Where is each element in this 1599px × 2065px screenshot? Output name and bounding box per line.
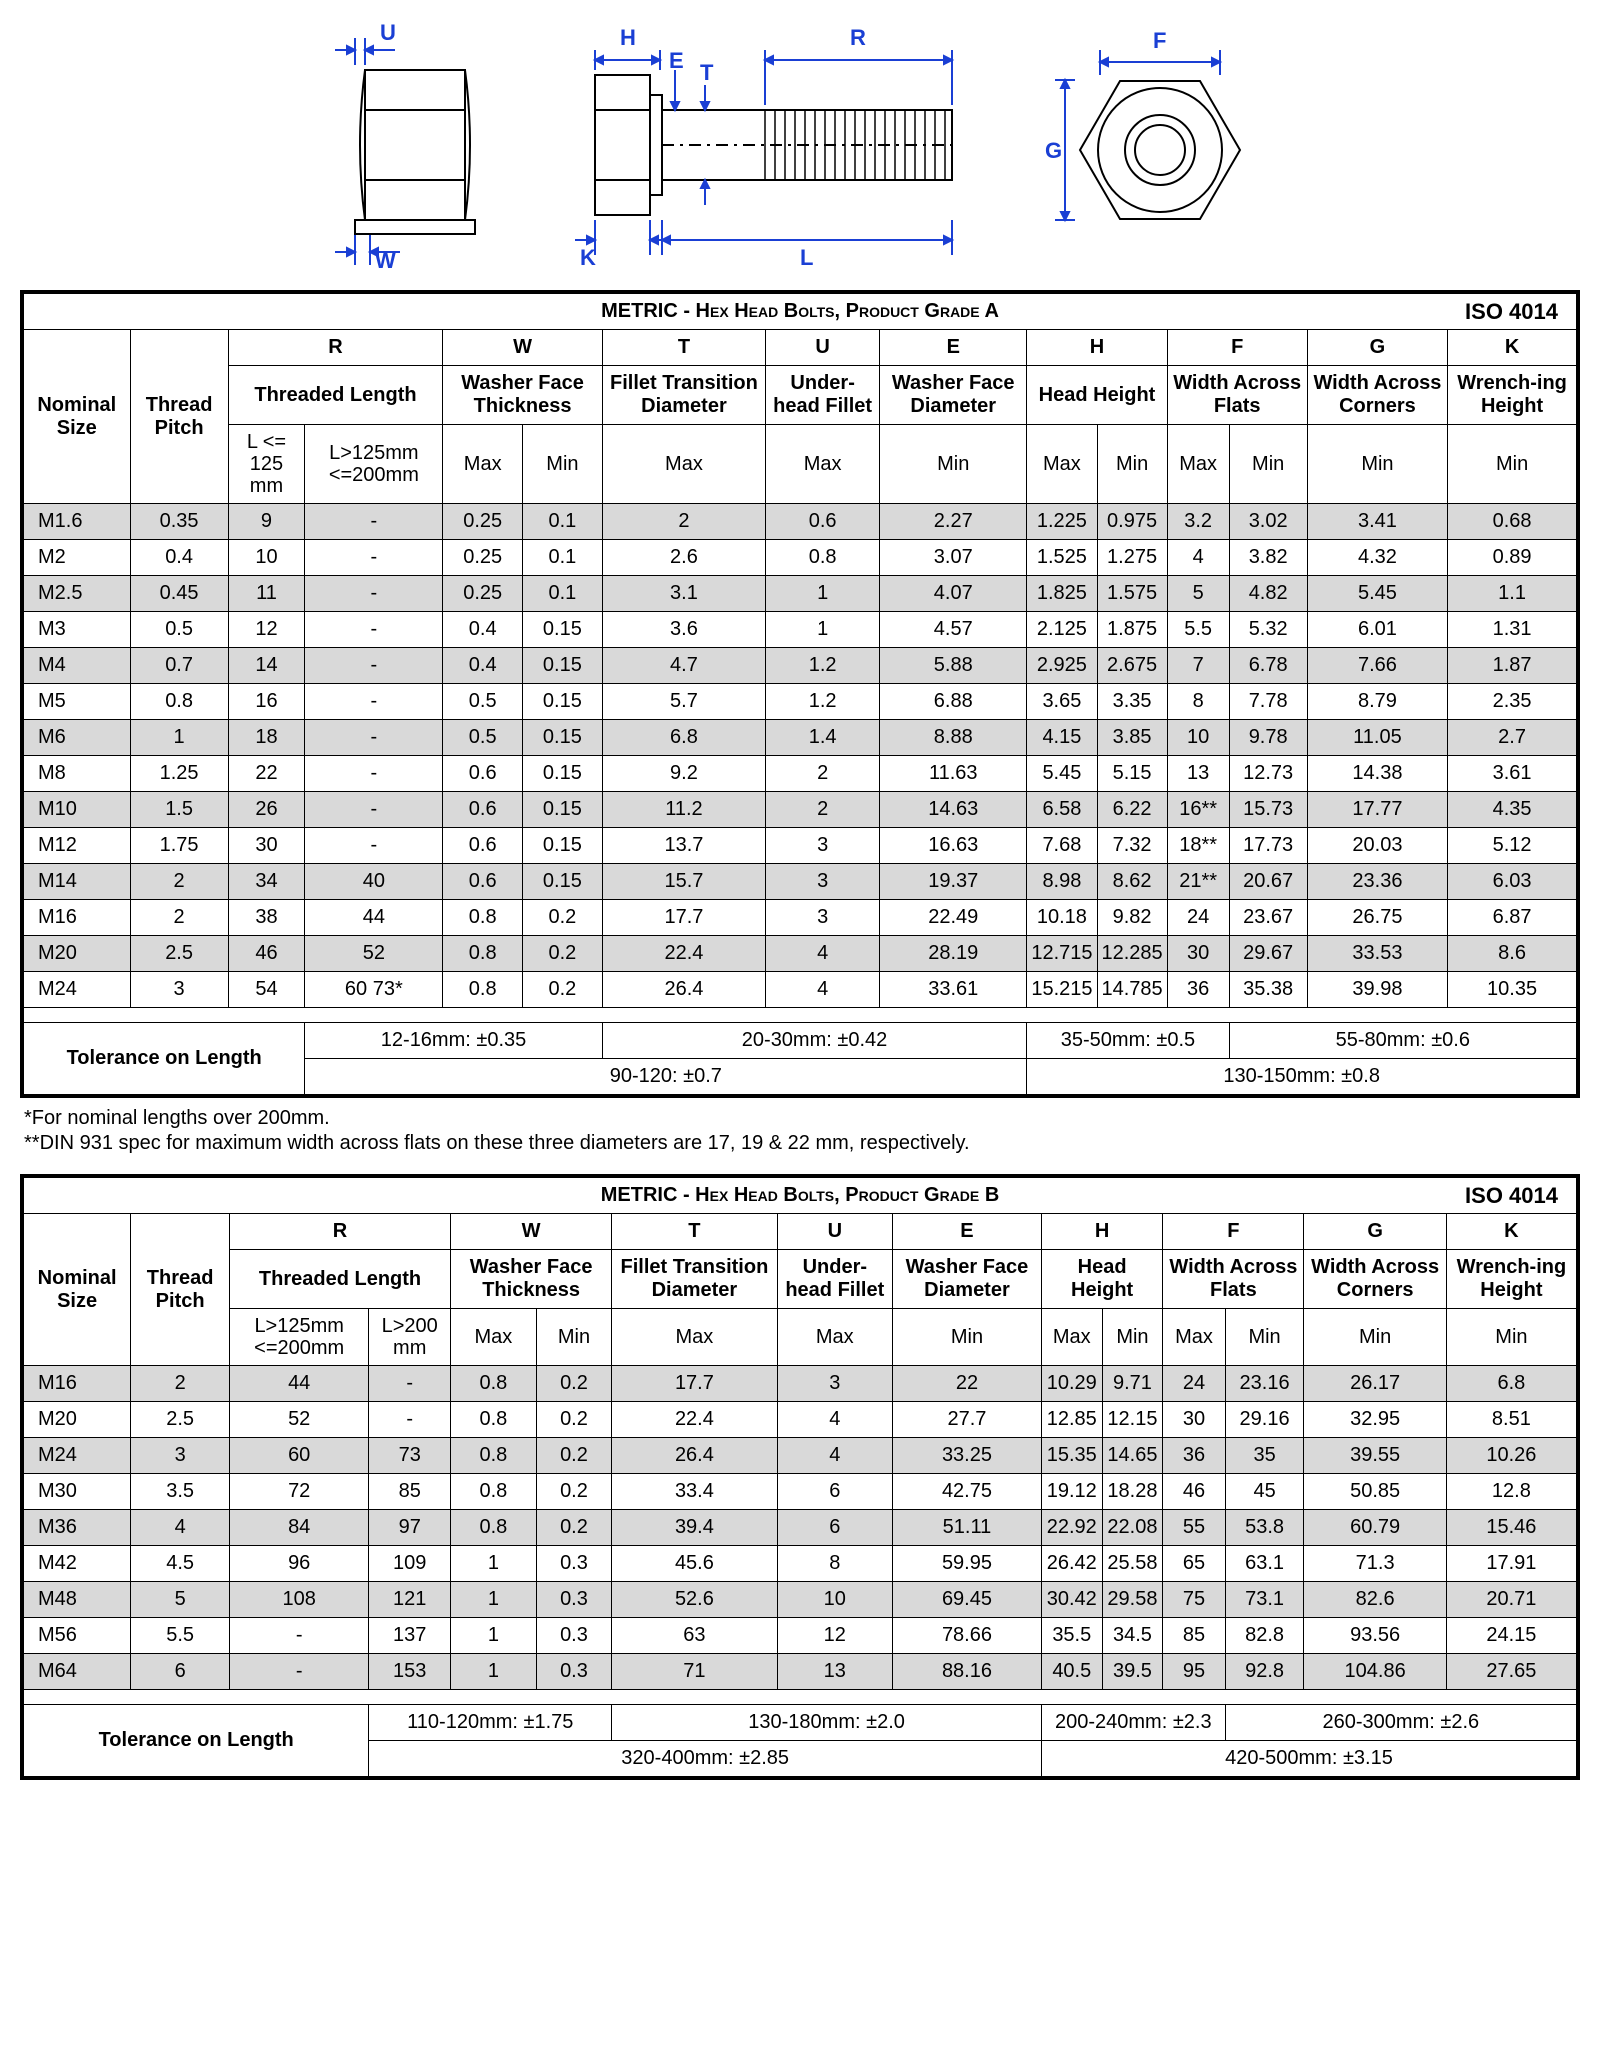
label-T: T — [700, 60, 714, 85]
table-row: M101.526-0.60.1511.2214.636.586.2216**15… — [22, 792, 1578, 828]
footnotes-a: *For nominal lengths over 200mm.**DIN 93… — [24, 1106, 1580, 1156]
table-row: M2.50.4511-0.250.13.114.071.8251.57554.8… — [22, 576, 1578, 612]
table-row: M16238440.80.217.7322.4910.189.822423.67… — [22, 900, 1578, 936]
table-b-title: METRIC - Hex Head Bolts, Product Grade B… — [22, 1176, 1578, 1214]
col-nominal: Nominal Size — [22, 330, 130, 504]
table-row: M36484970.80.239.4651.1122.9222.085553.8… — [22, 1510, 1578, 1546]
table-row: M565.5-13710.3631278.6635.534.58582.893.… — [22, 1618, 1578, 1654]
table-row: M30.512-0.40.153.614.572.1251.8755.55.32… — [22, 612, 1578, 648]
table-a-title: METRIC - Hex Head Bolts, Product Grade A… — [22, 292, 1578, 330]
iso-label: ISO 4014 — [1465, 299, 1558, 325]
grade-b-table: METRIC - Hex Head Bolts, Product Grade B… — [20, 1174, 1580, 1780]
bolt-diagrams: U W — [20, 20, 1580, 270]
label-H: H — [620, 25, 636, 50]
label-E: E — [669, 48, 684, 73]
label-U: U — [380, 20, 396, 45]
grade-a-table: METRIC - Hex Head Bolts, Product Grade A… — [20, 290, 1580, 1098]
diagram-side-hex: U W — [325, 20, 505, 270]
table-row: M121.7530-0.60.1513.7316.637.687.3218**1… — [22, 828, 1578, 864]
label-R: R — [850, 25, 866, 50]
table-row: M303.572850.80.233.4642.7519.1218.284645… — [22, 1474, 1578, 1510]
table-row: M48510812110.352.61069.4530.4229.587573.… — [22, 1582, 1578, 1618]
table-row: M2435460 73*0.80.226.4433.6115.21514.785… — [22, 972, 1578, 1008]
table-row: M24360730.80.226.4433.2515.3514.65363539… — [22, 1438, 1578, 1474]
table-row: M202.552-0.80.222.4427.712.8512.153029.1… — [22, 1402, 1578, 1438]
table-row: M14234400.60.1515.7319.378.988.6221**20.… — [22, 864, 1578, 900]
label-F: F — [1153, 28, 1166, 53]
label-K: K — [580, 245, 596, 270]
table-row: M16244-0.80.217.732210.299.712423.1626.1… — [22, 1366, 1578, 1402]
diagram-bolt-profile: H E T R K L — [565, 20, 985, 270]
diagram-top-hex: F G — [1045, 20, 1275, 270]
label-G: G — [1045, 138, 1062, 163]
table-row: M202.546520.80.222.4428.1912.71512.28530… — [22, 936, 1578, 972]
table-row: M6118-0.50.156.81.48.884.153.85109.7811.… — [22, 720, 1578, 756]
table-row: M50.816-0.50.155.71.26.883.653.3587.788.… — [22, 684, 1578, 720]
tolerance-label-a: Tolerance on Length — [22, 1023, 305, 1097]
label-L: L — [800, 245, 813, 270]
table-row: M81.2522-0.60.159.2211.635.455.151312.73… — [22, 756, 1578, 792]
label-W: W — [375, 248, 396, 270]
iso-label-b: ISO 4014 — [1465, 1183, 1558, 1209]
col-pitch: Thread Pitch — [130, 330, 228, 504]
tolerance-label-b: Tolerance on Length — [22, 1705, 369, 1779]
table-row: M1.60.359-0.250.120.62.271.2250.9753.23.… — [22, 504, 1578, 540]
table-row: M646-15310.3711388.1640.539.59592.8104.8… — [22, 1654, 1578, 1690]
table-row: M424.59610910.345.6859.9526.4225.586563.… — [22, 1546, 1578, 1582]
table-row: M20.410-0.250.12.60.83.071.5251.27543.82… — [22, 540, 1578, 576]
table-row: M40.714-0.40.154.71.25.882.9252.67576.78… — [22, 648, 1578, 684]
